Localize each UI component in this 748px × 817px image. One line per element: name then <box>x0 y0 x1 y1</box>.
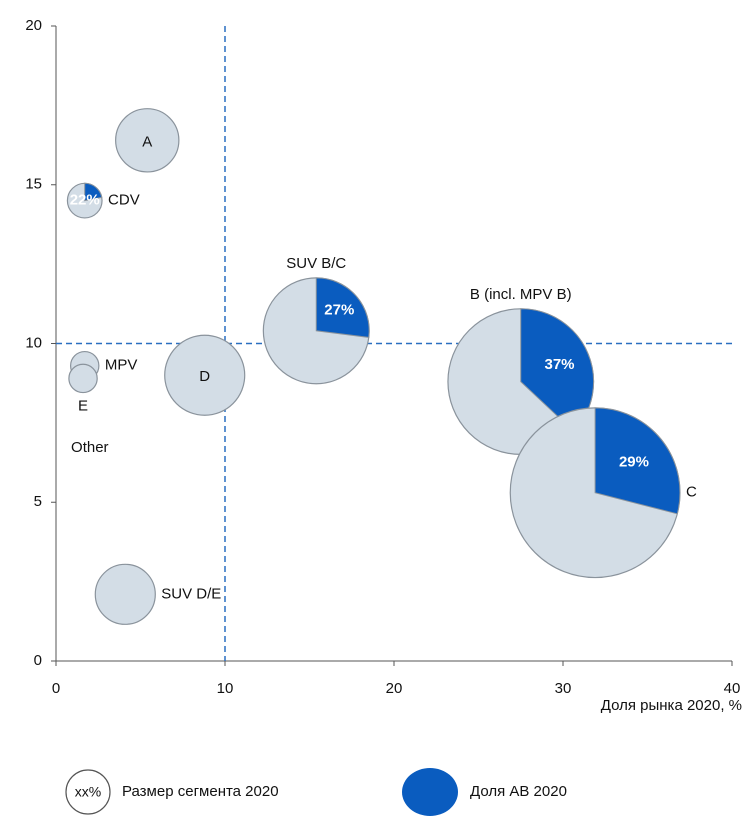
bubble-label: SUV D/E <box>161 585 221 602</box>
bubble <box>115 108 180 173</box>
y-tick-label: 20 <box>25 17 42 34</box>
legend-share-icon <box>402 768 458 816</box>
legend-share-label: Доля АВ 2020 <box>470 783 567 800</box>
x-tick-label: 30 <box>555 680 572 697</box>
y-tick-label: 10 <box>25 334 42 351</box>
x-tick-label: 20 <box>386 680 403 697</box>
bubble-label: SUV B/C <box>286 255 346 272</box>
bubble-label: C <box>686 484 697 501</box>
y-tick-label: 0 <box>34 652 42 669</box>
share-slice <box>594 407 681 515</box>
bubble <box>68 363 98 394</box>
share-label: 37% <box>544 356 574 373</box>
annotation: Other <box>71 439 109 456</box>
x-tick-label: 0 <box>52 680 60 697</box>
bubble <box>164 334 246 416</box>
x-tick-label: 10 <box>217 680 234 697</box>
share-label: 22% <box>70 192 100 209</box>
share-label: 29% <box>619 454 649 471</box>
share-slice <box>315 277 370 338</box>
bubble-label: B (incl. MPV B) <box>470 286 572 303</box>
legend-size-label: Размер сегмента 2020 <box>122 783 279 800</box>
legend-size-sample: xx% <box>75 784 101 800</box>
bubble-label: D <box>199 368 210 385</box>
x-tick-label: 40 <box>724 680 741 697</box>
bubble-label: CDV <box>108 192 140 209</box>
share-label: 27% <box>324 301 354 318</box>
bubble-label: MPV <box>105 357 138 374</box>
bubble <box>94 563 156 625</box>
legend-size-icon <box>65 769 111 815</box>
bubble-label: A <box>142 133 152 150</box>
x-axis-label: Доля рынка 2020, % <box>601 697 742 714</box>
y-tick-label: 15 <box>25 176 42 193</box>
y-tick-label: 5 <box>34 493 42 510</box>
bubble-label: E <box>78 398 88 415</box>
share-slice <box>84 182 103 202</box>
